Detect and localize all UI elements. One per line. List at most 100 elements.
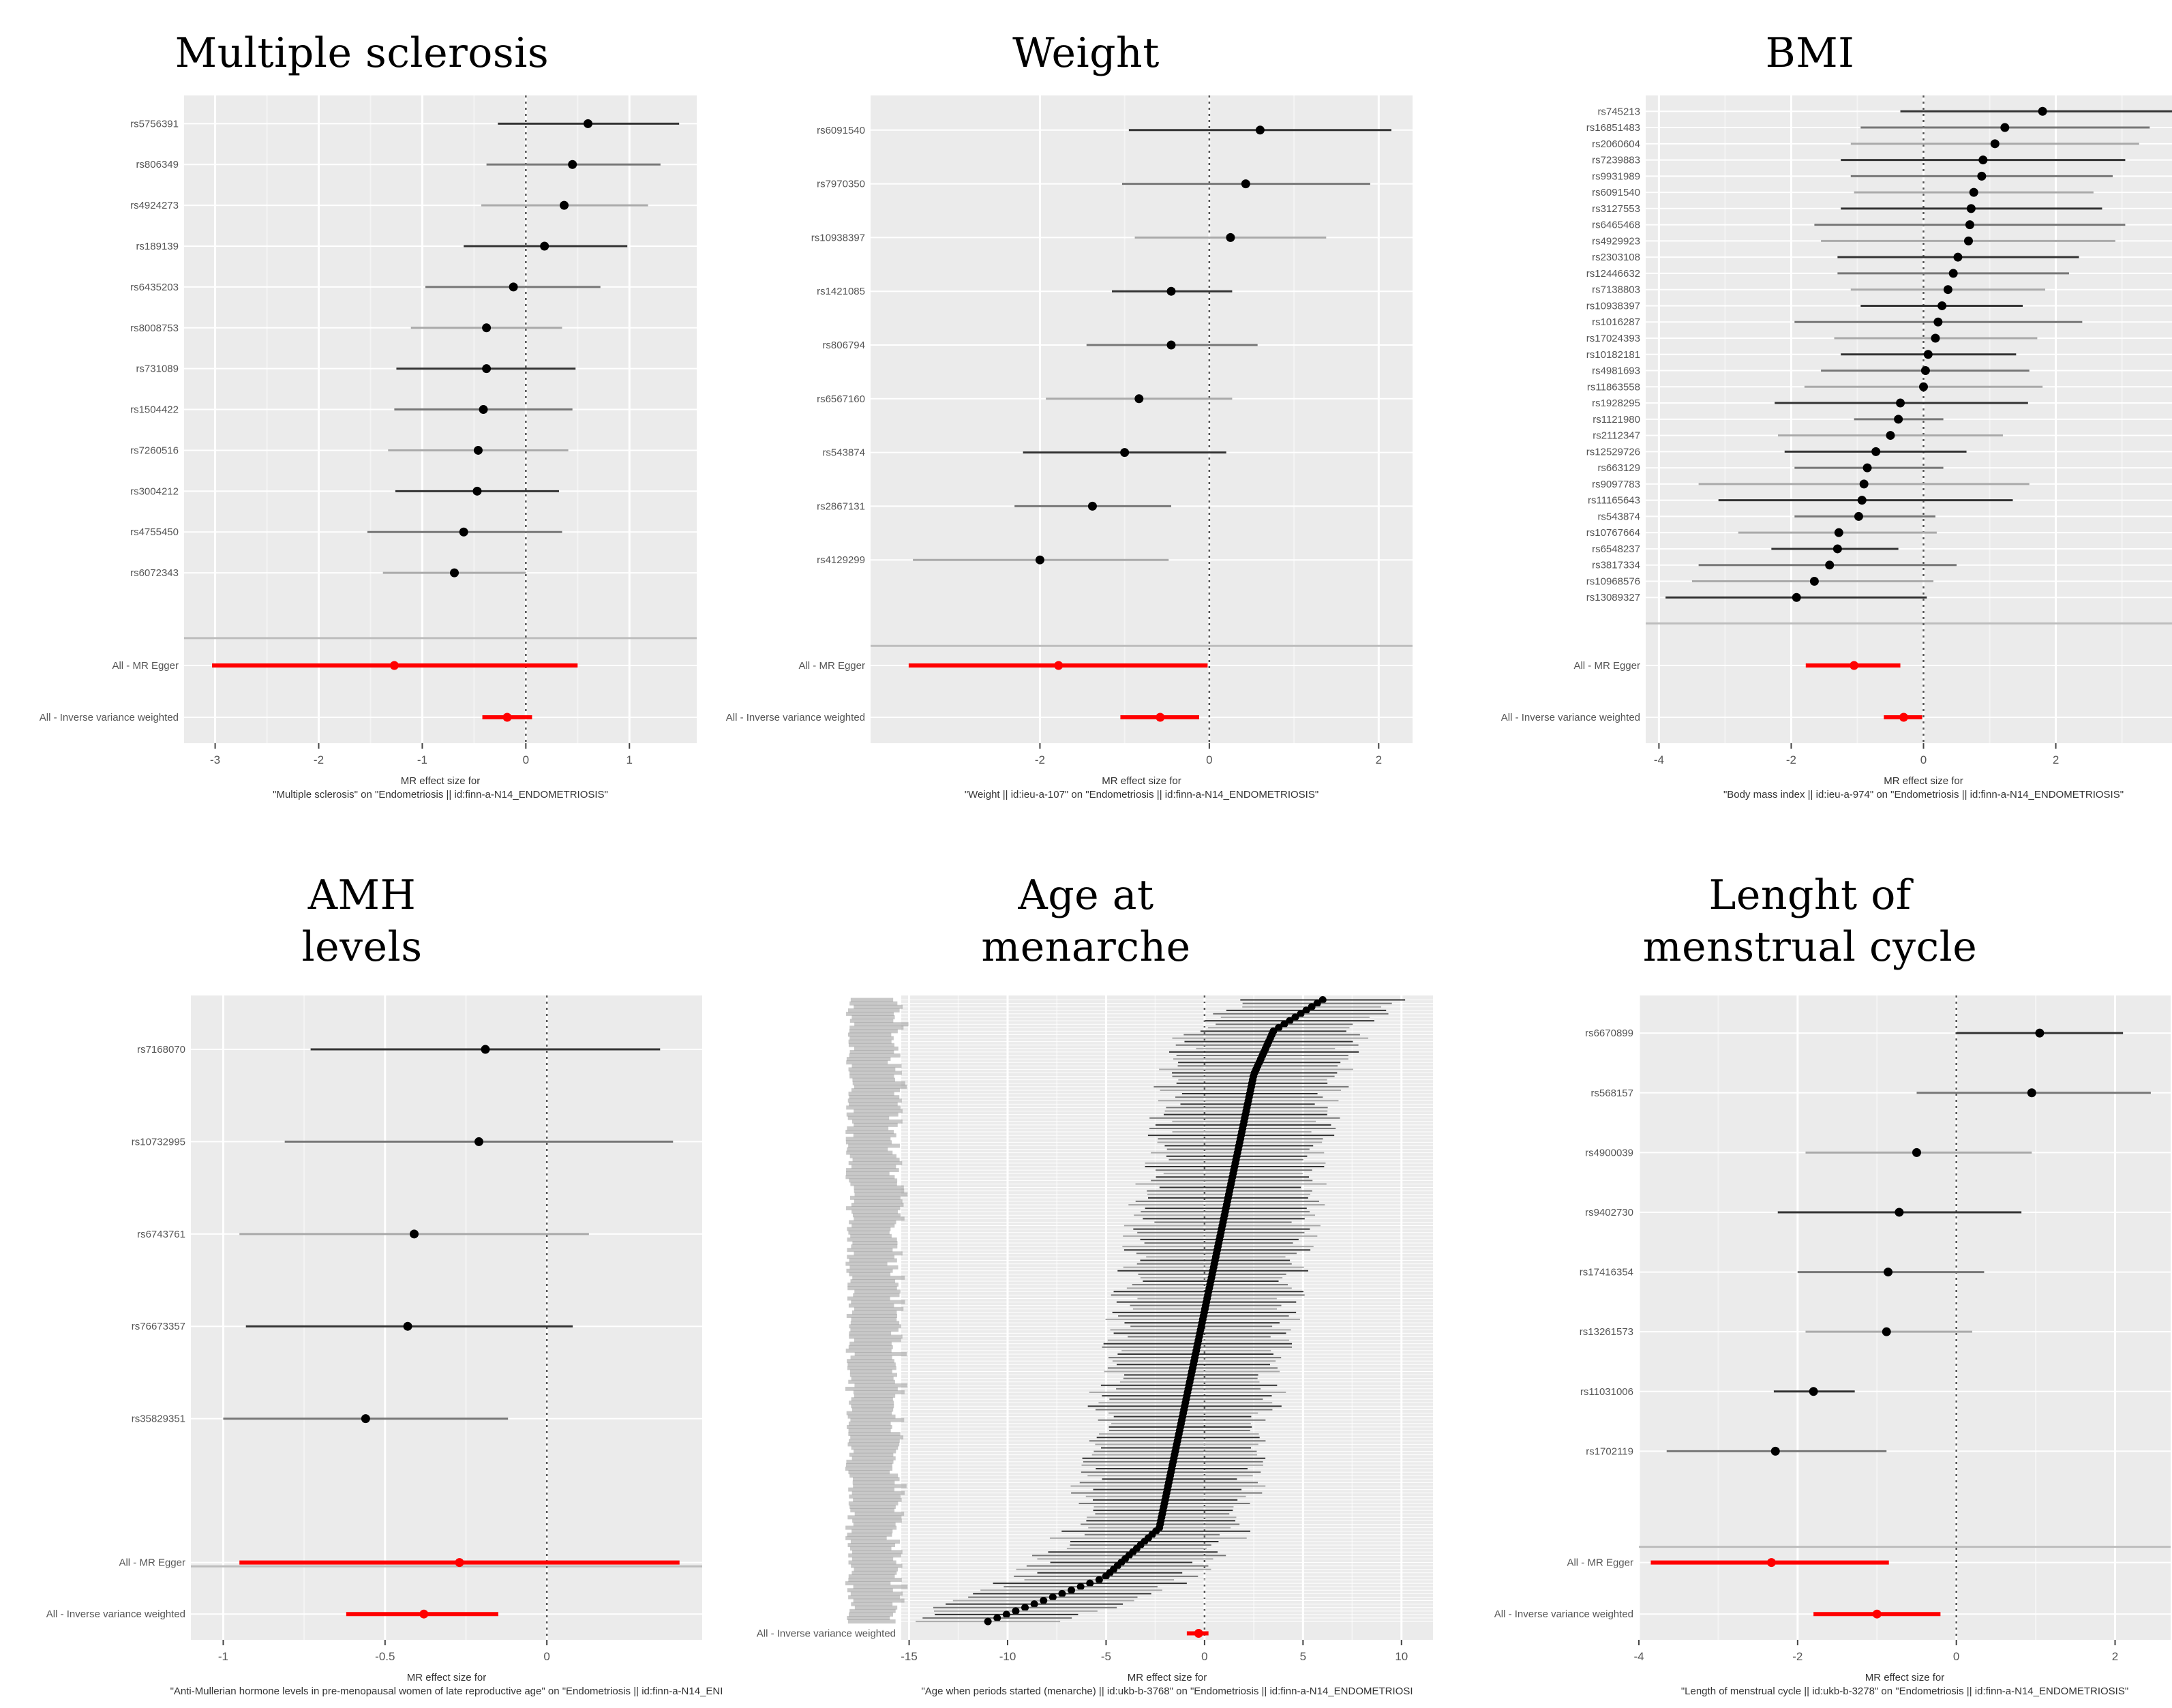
summary-point: [1156, 713, 1165, 722]
summary-label: All - Inverse variance weighted: [757, 1628, 896, 1640]
title-line: menarche: [981, 923, 1191, 971]
snp-label-mark: [854, 1046, 899, 1051]
snp-point: [1825, 560, 1835, 570]
snp-label: rs10182181: [1586, 349, 1640, 361]
title-line: Weight: [1012, 29, 1160, 77]
snp-label-mark: [846, 1268, 893, 1273]
snp-label-mark: [847, 1227, 891, 1231]
snp-point: [1792, 593, 1801, 602]
snp-label: rs6091540: [817, 125, 865, 136]
snp-point: [2038, 106, 2047, 116]
snp-label-mark: [847, 1283, 899, 1287]
snp-label: rs663129: [1597, 462, 1640, 474]
snp-point: [1166, 340, 1176, 350]
snp-label-mark: [845, 1171, 890, 1176]
x-axis-title: "Length of menstrual cycle || id:ukb-b-3…: [1681, 1685, 2128, 1697]
forest-plot: rs745213 rs16851483 rs2060604 rs7239883 rs99…: [1501, 95, 2172, 800]
x-tick-label: -4: [1633, 1650, 1644, 1663]
snp-label: rs16851483: [1586, 122, 1640, 134]
snp-label-mark: [852, 1241, 898, 1246]
snp-label-mark: [849, 1473, 899, 1478]
snp-label-mark: [848, 1303, 894, 1308]
snp-label: rs1504422: [130, 404, 179, 416]
panel-bmi: BMI rs745213 rs16851483 rs2060604 rs7239883…: [1448, 0, 2172, 805]
snp-label-mark: [849, 1369, 892, 1374]
snp-label-mark: [848, 1421, 891, 1426]
x-tick-label: 0: [523, 753, 529, 766]
summary-point: [1194, 1629, 1203, 1638]
summary-label: All - Inverse variance weighted: [40, 712, 179, 723]
x-axis-title: MR effect size for: [1865, 1672, 1944, 1683]
snp-label-mark: [848, 1574, 895, 1578]
snp-point: [1241, 179, 1250, 189]
snp-label-mark: [847, 1008, 900, 1013]
snp-label: rs6567160: [817, 393, 865, 405]
snp-label: rs6435203: [130, 282, 179, 293]
snp-point: [1255, 125, 1265, 135]
x-tick-label: -2: [1786, 753, 1796, 766]
snp-label: rs12529726: [1586, 446, 1640, 458]
x-tick-label: 2: [1376, 753, 1382, 766]
snp-label: rs543874: [822, 447, 865, 459]
title-line: Lenght of: [1708, 871, 1912, 919]
x-tick-label: -1: [417, 753, 427, 766]
x-axis-title: MR effect size for: [1102, 775, 1181, 787]
snp-label: rs10968576: [1586, 575, 1640, 587]
snp-label-mark: [849, 1049, 894, 1054]
snp-label: rs8008753: [130, 323, 179, 334]
snp-label-mark: [846, 1411, 892, 1415]
snp-label-mark: [851, 1397, 893, 1402]
summary-label: All - MR Egger: [112, 660, 179, 672]
snp-label-mark: [847, 1255, 894, 1259]
snp-label-mark: [851, 1376, 894, 1381]
snp-point: [540, 241, 549, 251]
snp-point: [1857, 496, 1867, 505]
x-tick-label: -2: [1035, 753, 1045, 766]
snp-point: [361, 1414, 370, 1424]
snp-label-mark: [851, 1300, 905, 1304]
snp-label: rs6072343: [130, 567, 179, 579]
snp-point: [2027, 1088, 2036, 1098]
snp-label: rs7260516: [130, 445, 179, 456]
snp-label-mark: [854, 1022, 909, 1027]
snp-label-mark: [847, 1619, 896, 1624]
panel-multiple-sclerosis: Multiple sclerosis rs5756391 rs806349 rs49…: [0, 0, 724, 805]
snp-label-mark: [847, 1366, 896, 1370]
snp-label-mark: [849, 1220, 896, 1225]
snp-label-mark: [849, 1494, 901, 1499]
snp-label-mark: [851, 1557, 894, 1561]
snp-point: [1871, 447, 1881, 456]
snp-point: [1286, 1017, 1294, 1025]
snp-label: rs4755450: [130, 526, 179, 538]
snp-label-mark: [848, 1345, 893, 1349]
snp-point: [450, 568, 459, 578]
snp-label: rs4900039: [1585, 1147, 1633, 1158]
snp-label-mark: [854, 1306, 904, 1311]
snp-label-mark: [847, 1126, 889, 1130]
x-tick-label: 0: [1920, 753, 1927, 766]
snp-label: rs2303108: [1592, 252, 1640, 263]
snp-label-mark: [847, 1286, 897, 1291]
x-axis-title: MR effect size for: [1884, 775, 1963, 787]
summary-point: [1054, 661, 1064, 670]
snp-label-mark: [849, 1505, 896, 1510]
snp-label-mark: [845, 1175, 895, 1180]
summary-label: All - Inverse variance weighted: [1494, 1608, 1633, 1620]
forest-plot: rs5756391 rs806349 rs4924273 rs189139 rs6435…: [40, 95, 697, 800]
summary-point: [1766, 1558, 1776, 1568]
summary-label: All - MR Egger: [1573, 660, 1640, 672]
snp-label-mark: [851, 1310, 897, 1315]
snp-label-mark: [848, 1160, 903, 1165]
plot-panel: [1639, 995, 2171, 1640]
snp-label-mark: [850, 1182, 897, 1186]
snp-point: [1809, 1387, 1818, 1396]
snp-label: rs189139: [136, 241, 179, 252]
snp-label-mark: [849, 1265, 899, 1270]
snp-label-mark: [851, 1317, 897, 1322]
snp-label-mark: [849, 1074, 894, 1079]
x-axis-title: "Anti-Mullerian hormone levels in pre-me…: [170, 1685, 723, 1697]
snp-label: rs6670899: [1585, 1028, 1633, 1039]
panel-title: Multiple sclerosis: [0, 27, 724, 79]
title-line: levels: [301, 923, 423, 971]
title-line: menstrual cycle: [1642, 923, 1978, 971]
